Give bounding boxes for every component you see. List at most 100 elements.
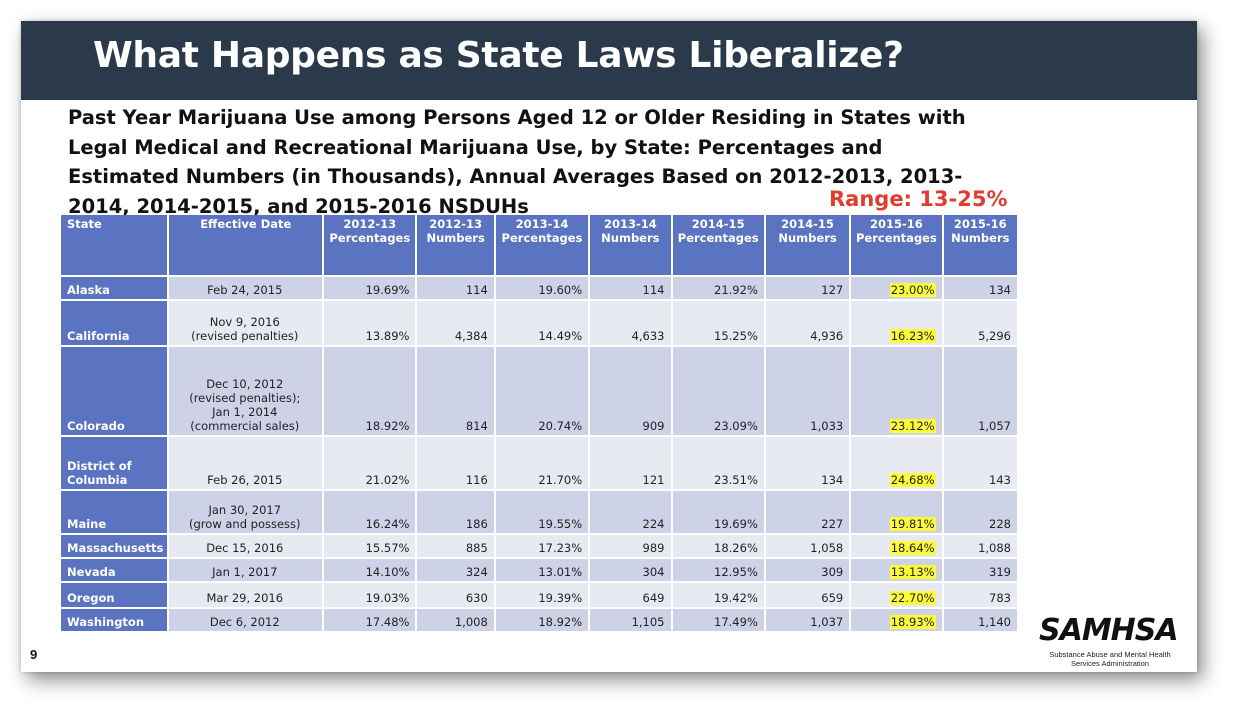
column-header: Effective Date	[169, 215, 323, 275]
cell-value: 649	[642, 591, 665, 605]
number-cell: 228	[943, 491, 1017, 533]
cell-value: 19.03%	[365, 591, 410, 605]
cell-value: 20.74%	[538, 419, 583, 433]
number-cell: 134	[765, 437, 850, 489]
percentage-cell: 18.93%	[851, 609, 942, 631]
page-number: 9	[30, 647, 38, 662]
highlighted-value: 19.81%	[889, 517, 936, 531]
cell-value: 23.09%	[714, 419, 758, 433]
cell-value: 4,936	[810, 329, 844, 343]
number-cell: 4,633	[590, 301, 671, 345]
percentage-cell: 16.23%	[851, 301, 942, 345]
slide: What Happens as State Laws Liberalize? P…	[21, 21, 1197, 672]
number-cell: 116	[417, 437, 494, 489]
effective-date-line: (revised penalties)	[191, 329, 299, 343]
effective-date-cell: Feb 26, 2015	[169, 437, 323, 489]
percentage-cell: 13.13%	[851, 559, 942, 581]
cell-value: 16.24%	[365, 517, 410, 531]
state-name-line: Nevada	[67, 565, 116, 579]
column-header-line: 2013-14	[515, 217, 569, 231]
column-header-line: Percentages	[677, 231, 759, 245]
percentage-cell: 17.48%	[324, 609, 416, 631]
number-cell: 1,037	[765, 609, 850, 631]
cell-value: 324	[465, 565, 488, 579]
percentage-cell: 21.92%	[672, 277, 764, 299]
column-header-line: 2012-13	[429, 217, 483, 231]
highlighted-value: 18.93%	[889, 615, 936, 629]
number-cell: 1,140	[943, 609, 1017, 631]
column-header: 2015-16 Numbers	[943, 215, 1017, 275]
column-header-line: Effective Date	[200, 217, 292, 231]
cell-value: 17.49%	[714, 615, 758, 629]
cell-value: 127	[821, 283, 844, 297]
effective-date-line: Dec 10, 2012	[206, 377, 284, 391]
cell-value: 1,008	[454, 615, 488, 629]
cell-value: 885	[465, 541, 488, 555]
state-cell: Maine	[61, 491, 168, 533]
state-name-line: Maine	[67, 517, 107, 531]
state-name-line: Massachusetts	[67, 541, 164, 555]
percentage-cell: 19.39%	[495, 583, 589, 607]
state-cell: Massachusetts	[61, 535, 168, 557]
effective-date-cell: Nov 9, 2016 (revised penalties)	[169, 301, 323, 345]
cell-value: 1,105	[631, 615, 665, 629]
cell-value: 23.51%	[714, 473, 758, 487]
number-cell: 114	[417, 277, 494, 299]
number-cell: 783	[943, 583, 1017, 607]
cell-value: 114	[465, 283, 488, 297]
column-header-line: Numbers	[778, 231, 837, 245]
effective-date-line: Nov 9, 2016	[209, 315, 280, 329]
cell-value: 1,033	[810, 419, 844, 433]
cell-value: 309	[821, 565, 844, 579]
cell-value: 14.49%	[538, 329, 583, 343]
cell-value: 15.25%	[714, 329, 758, 343]
effective-date-line: Feb 24, 2015	[207, 283, 283, 297]
number-cell: 1,057	[943, 347, 1017, 435]
percentage-cell: 17.49%	[672, 609, 764, 631]
cell-value: 4,384	[454, 329, 488, 343]
cell-value: 319	[989, 565, 1011, 579]
state-name-line: Washington	[67, 615, 145, 629]
number-cell: 814	[417, 347, 494, 435]
percentage-cell: 23.00%	[851, 277, 942, 299]
percentage-cell: 20.74%	[495, 347, 589, 435]
column-header-line: Numbers	[601, 231, 660, 245]
column-header: 2014-15 Percentages	[672, 215, 764, 275]
percentage-cell: 23.12%	[851, 347, 942, 435]
number-cell: 885	[417, 535, 494, 557]
table-row: Oregon Mar 29, 2016 19.03% 630 19.39% 649 19.4…	[61, 583, 1017, 607]
column-header-line: Numbers	[426, 231, 485, 245]
percentage-cell: 13.89%	[324, 301, 416, 345]
cell-value: 14.10%	[365, 565, 410, 579]
cell-value: 134	[989, 283, 1011, 297]
effective-date-cell: Dec 6, 2012	[169, 609, 323, 631]
column-header-line: Numbers	[951, 231, 1010, 245]
table-row: Washington Dec 6, 2012 17.48% 1,008 18.92% 1,…	[61, 609, 1017, 631]
highlighted-value: 13.13%	[889, 565, 936, 579]
column-header: 2012-13 Percentages	[324, 215, 416, 275]
cell-value: 18.92%	[538, 615, 583, 629]
column-header-line: Percentages	[855, 231, 937, 245]
effective-date-cell: Jan 1, 2017	[169, 559, 323, 581]
number-cell: 649	[590, 583, 671, 607]
state-name-line: Colorado	[67, 419, 125, 433]
table-row: Maine Jan 30, 2017 (grow and possess) 16.24…	[61, 491, 1017, 533]
number-cell: 4,936	[765, 301, 850, 345]
column-header-line: 2013-14	[603, 217, 657, 231]
number-cell: 659	[765, 583, 850, 607]
cell-value: 19.69%	[714, 517, 758, 531]
state-name-line: Oregon	[67, 591, 115, 605]
percentage-cell: 12.95%	[672, 559, 764, 581]
cell-value: 143	[989, 473, 1011, 487]
number-cell: 121	[590, 437, 671, 489]
state-cell: Washington	[61, 609, 168, 631]
effective-date-cell: Dec 15, 2016	[169, 535, 323, 557]
cell-value: 1,057	[978, 419, 1011, 433]
cell-value: 1,088	[978, 541, 1011, 555]
number-cell: 134	[943, 277, 1017, 299]
cell-value: 21.92%	[714, 283, 758, 297]
percentage-cell: 15.25%	[672, 301, 764, 345]
cell-value: 17.23%	[538, 541, 583, 555]
cell-value: 1,058	[810, 541, 844, 555]
number-cell: 989	[590, 535, 671, 557]
